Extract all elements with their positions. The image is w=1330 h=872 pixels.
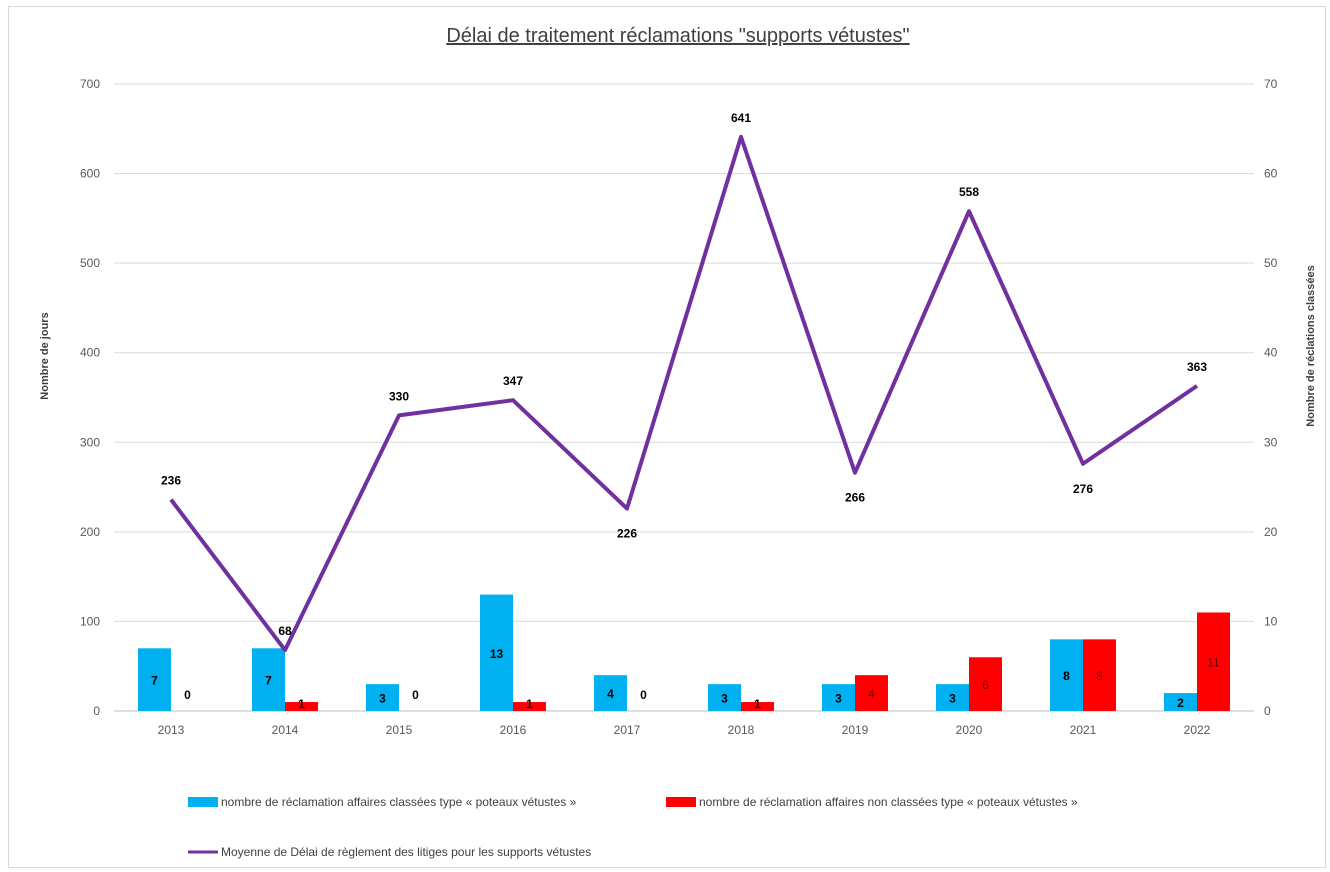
left-tick-label: 700 <box>80 77 100 91</box>
left-tick-label: 200 <box>80 525 100 539</box>
bar-non-classees <box>855 675 888 711</box>
line-data-label: 276 <box>1073 482 1093 496</box>
x-axis-ticks: 2013 2014 2015 2016 2017 2018 2019 2020 2021 2022 <box>158 723 1211 737</box>
left-axis-title: Nombre de jours <box>39 312 51 399</box>
left-tick-label: 500 <box>80 256 100 270</box>
left-tick-label: 100 <box>80 614 100 628</box>
left-tick-label: 400 <box>80 346 100 360</box>
bar-non-classees <box>969 657 1002 711</box>
bar-classees <box>1164 693 1197 711</box>
bar-label-classees: 3 <box>721 692 728 706</box>
line-moyenne <box>169 134 1199 653</box>
left-axis-ticks: 0 100 200 300 400 500 600 700 <box>80 77 100 718</box>
bar-label-classees: 8 <box>1063 669 1070 683</box>
bar-label-non-classees: 0 <box>640 688 647 702</box>
bar-label-non-classees: 1 <box>298 697 305 711</box>
bar-label-non-classees: 1 <box>754 697 761 711</box>
x-tick-label: 2018 <box>728 723 755 737</box>
right-tick-label: 40 <box>1264 346 1278 360</box>
right-tick-label: 30 <box>1264 435 1278 449</box>
bar-non-classees <box>741 702 774 711</box>
right-tick-label: 10 <box>1264 614 1278 628</box>
bar-label-non-classees: 8 <box>1096 669 1103 683</box>
x-tick-label: 2014 <box>272 723 299 737</box>
right-tick-label: 70 <box>1264 77 1278 91</box>
right-axis-ticks: 0 10 20 30 40 50 60 70 <box>1264 77 1278 718</box>
right-tick-label: 20 <box>1264 525 1278 539</box>
bar-label-classees: 4 <box>607 687 614 701</box>
chart-frame <box>8 6 1326 868</box>
line-data-label: 363 <box>1187 360 1207 374</box>
line-data-label: 330 <box>389 389 409 403</box>
bar-classees <box>822 684 855 711</box>
legend-swatch-classees <box>188 797 218 807</box>
bar-non-classees <box>1197 612 1230 711</box>
bar-label-non-classees: 0 <box>184 688 191 702</box>
legend: nombre de réclamation affaires classées … <box>188 795 1078 859</box>
legend-label-non-classees: nombre de réclamation affaires non class… <box>699 795 1078 809</box>
bar-label-classees: 3 <box>379 692 386 706</box>
chart-title: Délai de traitement réclamations "suppor… <box>446 25 909 47</box>
left-tick-label: 600 <box>80 167 100 181</box>
line-series: 236 68 330 347 226 641 266 558 276 363 <box>161 111 1207 653</box>
right-tick-label: 60 <box>1264 167 1278 181</box>
right-axis-title: Nombre de réclations classées <box>1305 265 1317 426</box>
bar-label-classees: 3 <box>835 692 842 706</box>
x-tick-label: 2016 <box>500 723 527 737</box>
bar-classees <box>366 684 399 711</box>
bar-label-classees: 7 <box>265 674 272 688</box>
right-tick-label: 50 <box>1264 256 1278 270</box>
line-data-label: 266 <box>845 491 865 505</box>
x-tick-label: 2020 <box>956 723 983 737</box>
bar-non-classees <box>513 702 546 711</box>
line-data-label: 68 <box>278 624 292 638</box>
bar-classees <box>708 684 741 711</box>
bar-classees <box>1050 639 1083 711</box>
bar-non-classees <box>285 702 318 711</box>
bar-classees <box>594 675 627 711</box>
bar-classees <box>252 648 285 711</box>
left-tick-label: 0 <box>93 704 100 718</box>
legend-label-classees: nombre de réclamation affaires classées … <box>221 795 577 809</box>
x-tick-label: 2022 <box>1184 723 1211 737</box>
bar-classees <box>480 594 513 711</box>
x-tick-label: 2021 <box>1070 723 1097 737</box>
line-data-label: 641 <box>731 111 751 125</box>
line-data-label: 226 <box>617 527 637 541</box>
x-tick-label: 2015 <box>386 723 413 737</box>
bar-label-classees: 2 <box>1177 696 1184 710</box>
bar-label-non-classees: 4 <box>868 687 875 701</box>
bar-label-classees: 13 <box>490 647 504 661</box>
line-data-label: 558 <box>959 185 979 199</box>
bar-label-non-classees: 1 <box>526 697 533 711</box>
right-tick-label: 0 <box>1264 704 1271 718</box>
bar-label-classees: 7 <box>151 674 158 688</box>
legend-swatch-non-classees <box>666 797 696 807</box>
gridlines <box>114 83 1254 712</box>
bar-non-classees <box>1083 639 1116 711</box>
bar-label-non-classees: 11 <box>1207 656 1220 670</box>
bar-label-non-classees: 0 <box>412 688 419 702</box>
legend-label-moyenne: Moyenne de Délai de règlement des litige… <box>221 845 591 859</box>
line-data-label: 236 <box>161 474 181 488</box>
bar-classees <box>936 684 969 711</box>
bar-label-non-classees: 6 <box>982 678 989 692</box>
x-tick-label: 2013 <box>158 723 185 737</box>
line-data-label: 347 <box>503 374 523 388</box>
bar-label-classees: 3 <box>949 692 956 706</box>
left-tick-label: 300 <box>80 435 100 449</box>
bar-classees <box>138 648 171 711</box>
x-tick-label: 2019 <box>842 723 869 737</box>
x-tick-label: 2017 <box>614 723 641 737</box>
